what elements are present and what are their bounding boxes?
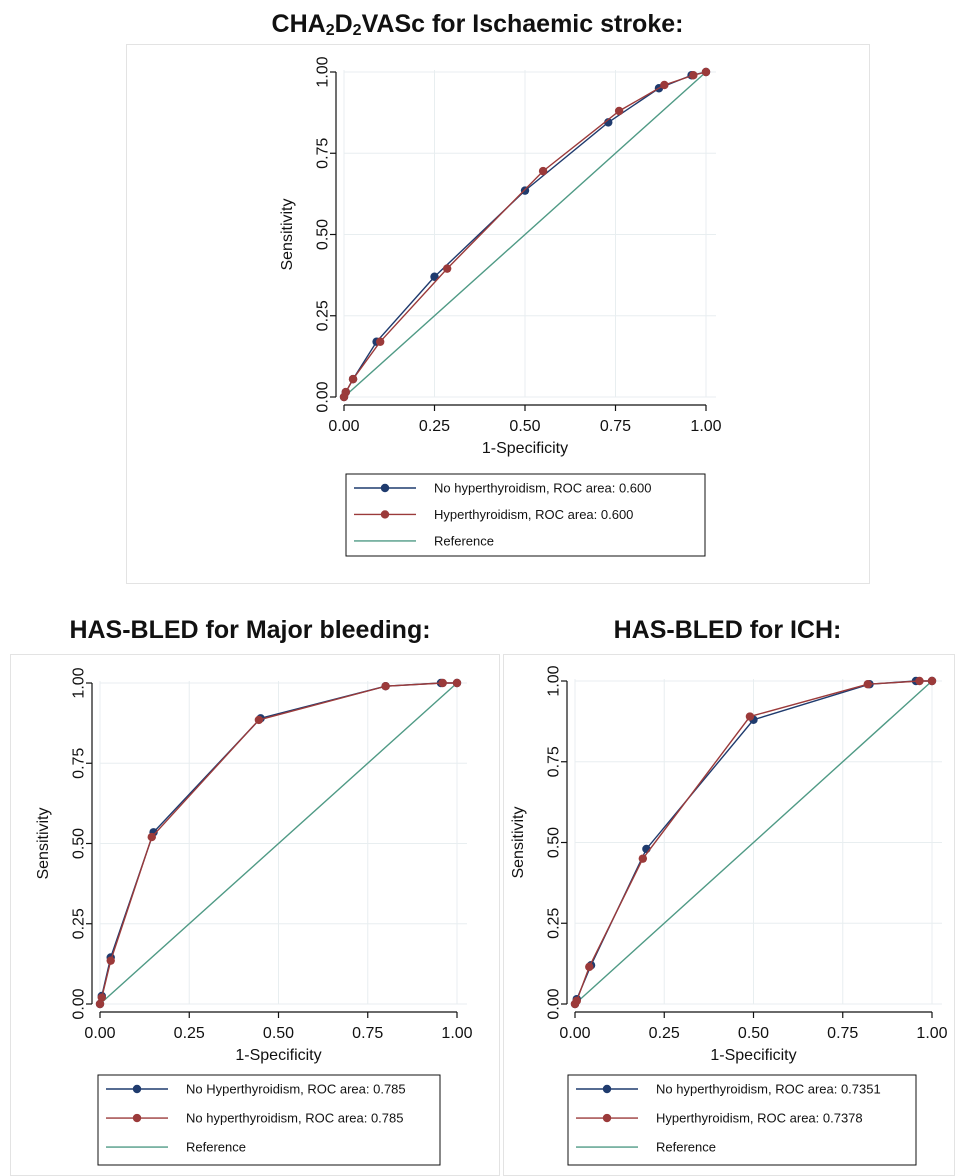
y-axis-label: Sensitivity	[35, 807, 52, 879]
legend-label: No hyperthyroidism, ROC area: 0.600	[434, 481, 651, 496]
y-tick-label: 0.00	[315, 381, 332, 412]
x-tick-label: 0.00	[559, 1025, 590, 1042]
legend-label: Reference	[434, 533, 494, 548]
legend-swatch-marker	[602, 1113, 612, 1123]
legend-swatch-marker	[602, 1084, 612, 1094]
x-axis-label: 1-Specificity	[235, 1047, 321, 1064]
chart-title: HAS-BLED for ICH:	[613, 616, 842, 644]
y-tick-label: 1.00	[71, 667, 88, 698]
legend-swatch-marker	[132, 1113, 142, 1123]
data-point	[430, 272, 439, 281]
legend-swatch-marker	[380, 483, 390, 493]
data-point	[254, 715, 264, 725]
y-tick-label: 0.75	[71, 748, 88, 779]
legend-label: No hyperthyroidism, ROC area: 0.7351	[656, 1082, 881, 1097]
x-axis-label: 1-Specificity	[710, 1047, 796, 1064]
legend-label: Hyperthyroidism, ROC area: 0.7378	[656, 1111, 863, 1126]
series-line	[574, 680, 933, 1005]
plot-area: 0.00 0.25 0.50 0.75 1.00 0.00 0.25 0.50 0.75 1.00…	[510, 665, 948, 1166]
series-line	[99, 682, 458, 1005]
y-tick-label: 0.25	[546, 908, 563, 939]
legend-label: No Hyperthyroidism, ROC area: 0.785	[186, 1082, 406, 1097]
y-tick-label: 0.75	[315, 138, 332, 169]
data-point	[585, 962, 594, 972]
y-axis-label: Sensitivity	[279, 198, 296, 270]
x-tick-label: 0.50	[263, 1025, 294, 1042]
x-tick-label: 0.25	[649, 1025, 680, 1042]
data-point	[638, 854, 648, 863]
chart-title: CHA2D2VASc for Ischaemic stroke:	[271, 10, 684, 39]
x-tick-label: 0.75	[352, 1025, 383, 1042]
y-tick-label: 0.00	[546, 988, 563, 1019]
y-tick-label: 1.00	[315, 56, 332, 87]
data-point	[381, 682, 390, 691]
legend-label: No hyperthyroidism, ROC area: 0.785	[186, 1111, 403, 1126]
y-axis-label: Sensitivity	[510, 806, 527, 878]
legend-swatch-marker	[380, 510, 390, 519]
x-tick-label: 0.75	[600, 418, 631, 435]
legend: No hyperthyroidism, ROC area: 0.7351 Hype…	[567, 1074, 917, 1166]
data-point	[348, 374, 358, 384]
data-point	[341, 387, 351, 397]
x-tick-label: 0.75	[827, 1025, 858, 1042]
plot-frame	[126, 44, 870, 584]
data-point	[572, 996, 581, 1005]
legend-label: Reference	[186, 1140, 246, 1155]
data-point	[927, 676, 937, 686]
x-tick-label: 0.00	[328, 418, 359, 435]
x-tick-label: 1.00	[916, 1025, 947, 1042]
legend: No hyperthyroidism, ROC area: 0.600 Hyper…	[345, 473, 706, 557]
data-point	[97, 993, 106, 1002]
data-point	[863, 680, 872, 689]
series-line	[99, 682, 457, 1005]
legend-label: Reference	[656, 1140, 716, 1155]
y-tick-label: 0.00	[71, 988, 88, 1019]
data-point	[701, 67, 711, 77]
x-axis-label: 1-Specificity	[482, 440, 568, 457]
y-tick-label: 0.50	[546, 827, 563, 858]
data-point	[376, 337, 385, 346]
data-point	[147, 832, 156, 842]
data-point	[452, 678, 462, 688]
data-point	[689, 71, 698, 80]
x-tick-label: 1.00	[441, 1025, 472, 1042]
data-point	[745, 712, 755, 721]
x-tick-label: 0.50	[509, 418, 540, 435]
y-tick-label: 0.50	[315, 219, 332, 250]
data-point	[520, 186, 530, 195]
x-tick-label: 1.00	[690, 418, 721, 435]
x-tick-label: 0.25	[419, 418, 450, 435]
data-point	[915, 676, 924, 686]
x-tick-label: 0.25	[174, 1025, 205, 1042]
chart-title: HAS-BLED for Major bleeding:	[69, 616, 431, 644]
data-point	[604, 118, 613, 127]
legend-box	[567, 1074, 917, 1166]
plot-area: 0.00 0.25 0.50 0.75 1.00 0.00 0.25 0.50 0.75 1.00…	[279, 56, 722, 557]
series-line	[343, 71, 707, 398]
y-tick-label: 0.25	[71, 908, 88, 939]
data-point	[95, 999, 105, 1009]
y-tick-label: 0.75	[546, 746, 563, 777]
legend-box	[97, 1074, 441, 1166]
data-point	[660, 80, 669, 90]
plot-area: 0.00 0.25 0.50 0.75 1.00 0.00 0.25 0.50 0.75 1.00…	[35, 667, 473, 1166]
data-point	[614, 106, 624, 116]
data-point	[106, 956, 115, 965]
x-tick-label: 0.00	[84, 1025, 115, 1042]
y-tick-label: 0.50	[71, 828, 88, 859]
y-tick-label: 0.25	[315, 300, 332, 331]
legend-label: Hyperthyroidism, ROC area: 0.600	[434, 507, 633, 522]
data-point	[438, 678, 447, 688]
data-point	[442, 264, 452, 273]
data-point	[538, 166, 548, 176]
y-tick-label: 1.00	[546, 665, 563, 696]
series-line	[343, 71, 707, 398]
series-line	[574, 680, 932, 1005]
legend: No Hyperthyroidism, ROC area: 0.785 No hy…	[97, 1074, 441, 1166]
legend-swatch-marker	[132, 1084, 142, 1094]
x-tick-label: 0.50	[738, 1025, 769, 1042]
